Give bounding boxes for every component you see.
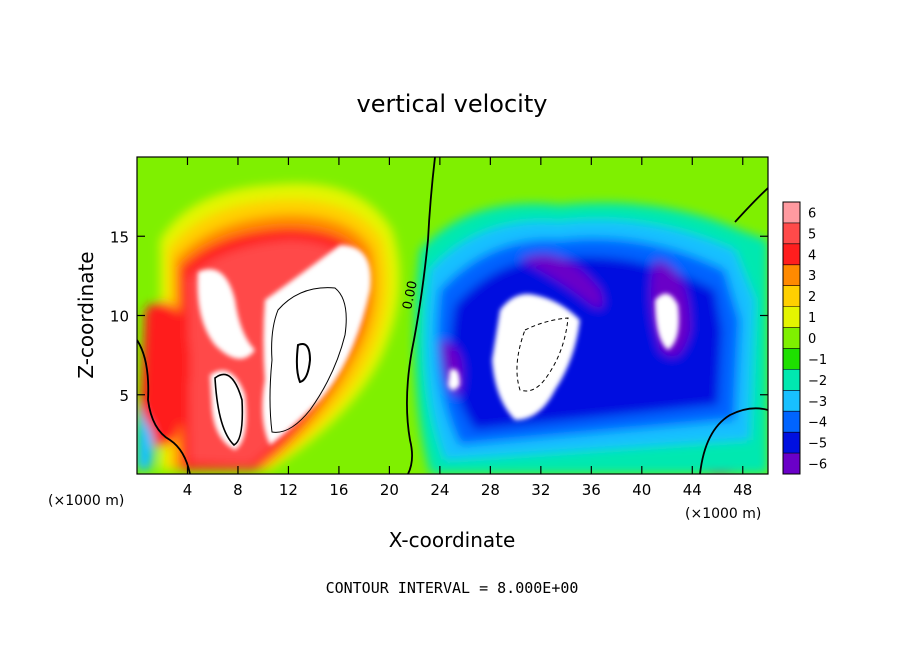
x-axis-label: X-coordinate [389, 528, 516, 552]
y-tick-label: 5 [119, 387, 129, 405]
colorbar-label: 5 [808, 227, 816, 242]
x-tick-label: 20 [380, 481, 399, 499]
x-tick-label: 12 [279, 481, 298, 499]
y-axis-ticks: 5 10 15 [110, 228, 768, 405]
colorbar-swatch [783, 369, 800, 391]
downdraft-field [414, 202, 768, 474]
x-tick-label: 40 [632, 481, 651, 499]
colorbar-swatch [783, 327, 800, 349]
updraft-core [197, 245, 730, 462]
plot-area: 0.00 [137, 157, 768, 474]
x-tick-label: 8 [233, 481, 243, 499]
colorbar-label: −2 [808, 374, 827, 389]
updraft-left-contour [214, 373, 244, 446]
x-unit-right: (×1000 m) [685, 506, 761, 522]
x-tick-label: 24 [430, 481, 449, 499]
colorbar-swatch [783, 348, 800, 370]
updraft-inner-contour [269, 287, 347, 433]
colorbar: 6 5 4 3 2 1 0 −1 −2 −3 −4 −5 −6 [782, 201, 827, 475]
colorbar-label: −4 [808, 416, 827, 431]
contour-interval-note: CONTOUR INTERVAL = 8.000E+00 [326, 579, 579, 597]
colorbar-label: 1 [808, 311, 816, 326]
colorbar-label: −5 [808, 437, 827, 452]
colorbar-label: 2 [808, 290, 816, 305]
colorbar-swatch [783, 432, 800, 454]
x-axis-ticks: 4 8 12 16 20 24 28 32 36 40 44 48 [183, 157, 752, 499]
left-zero-contour-line [137, 339, 191, 474]
downdraft-dashed-contour [516, 317, 569, 392]
x-tick-label: 4 [183, 481, 193, 499]
colorbar-swatch [783, 411, 800, 433]
x-tick-label: 28 [481, 481, 500, 499]
colorbar-label: 3 [808, 269, 816, 284]
y-axis-label: Z-coordinate [74, 251, 98, 378]
colorbar-label: 0 [808, 332, 816, 347]
updraft-small-contour [295, 343, 312, 384]
contour-lines [137, 157, 768, 474]
y-tick-label: 15 [110, 228, 129, 246]
colorbar-swatch [783, 243, 800, 265]
colorbar-swatch [783, 264, 800, 286]
x-tick-label: 36 [582, 481, 601, 499]
x-tick-label: 16 [329, 481, 348, 499]
downdraft-core [448, 293, 679, 420]
chart-title: vertical velocity [357, 90, 548, 118]
colorbar-swatch [783, 285, 800, 307]
colorbar-label: −3 [808, 395, 827, 410]
x-unit-left: (×1000 m) [48, 493, 124, 509]
x-tick-label: 48 [733, 481, 752, 499]
x-tick-label: 32 [531, 481, 550, 499]
colorbar-label: 6 [808, 206, 816, 221]
colorbar-swatch [783, 390, 800, 412]
colorbar-label: −6 [808, 458, 827, 473]
zero-contour-line [406, 157, 436, 474]
colorbar-label: −1 [808, 353, 827, 368]
colorbar-label: 4 [808, 248, 816, 263]
contour-label: 0.00 [400, 280, 421, 311]
right-zero-contour-line [699, 407, 768, 474]
y-tick-label: 10 [110, 308, 129, 326]
colorbar-swatch [783, 453, 800, 474]
x-tick-label: 44 [683, 481, 702, 499]
colorbar-swatch [783, 306, 800, 328]
colorbar-swatch [783, 202, 800, 223]
colorbar-swatch [783, 222, 800, 244]
top-right-contour-line [734, 187, 768, 223]
